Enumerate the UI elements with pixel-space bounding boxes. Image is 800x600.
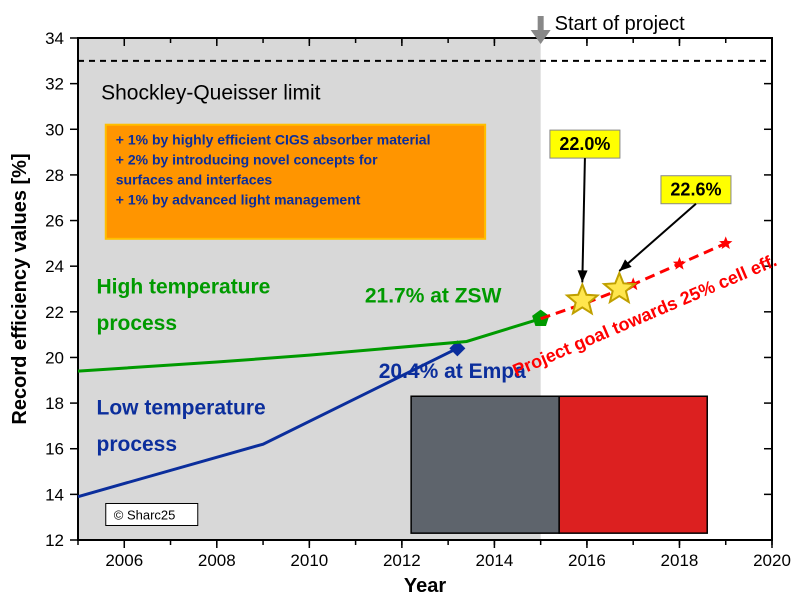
svg-text:22.0%: 22.0% [559,134,610,154]
svg-text:26: 26 [45,212,64,231]
svg-text:34: 34 [45,29,64,48]
svg-text:Project goal towards 25% cell: Project goal towards 25% cell eff. [510,250,780,380]
efficiency-chart: 20062008201020122014201620182020Year1214… [0,0,800,600]
svg-text:24: 24 [45,257,64,276]
svg-text:30: 30 [45,120,64,139]
svg-text:Record efficiency values [%]: Record efficiency values [%] [9,153,31,424]
svg-text:20: 20 [45,348,64,367]
svg-text:2012: 2012 [383,551,421,570]
svg-text:12: 12 [45,531,64,550]
svg-text:process: process [97,433,178,456]
svg-text:16: 16 [45,440,64,459]
svg-text:22: 22 [45,303,64,322]
svg-text:2010: 2010 [290,551,328,570]
inset-photo [411,396,559,533]
svg-text:2008: 2008 [198,551,236,570]
svg-text:18: 18 [45,394,64,413]
svg-text:Shockley-Queisser limit: Shockley-Queisser limit [101,82,321,105]
svg-text:process: process [97,312,178,335]
svg-text:+ 1% by advanced light managem: + 1% by advanced light management [116,192,361,208]
svg-text:Year: Year [404,575,446,597]
svg-text:Low temperature: Low temperature [97,397,266,420]
svg-text:2020: 2020 [753,551,791,570]
svg-text:Start of project: Start of project [555,13,686,35]
svg-text:2014: 2014 [475,551,513,570]
svg-text:14: 14 [45,485,64,504]
svg-text:21.7% at ZSW: 21.7% at ZSW [365,285,502,308]
svg-text:28: 28 [45,166,64,185]
svg-text:High temperature: High temperature [97,276,271,299]
svg-text:+ 1% by highly efficient CIGS: + 1% by highly efficient CIGS absorber m… [116,132,431,148]
credit: © Sharc25 [114,507,176,522]
svg-text:2016: 2016 [568,551,606,570]
milestone-star [604,273,634,302]
svg-text:2006: 2006 [105,551,143,570]
svg-text:surfaces and interfaces: surfaces and interfaces [116,172,273,188]
inset-photo [559,396,707,533]
svg-text:20.4% at Empa: 20.4% at Empa [379,360,526,383]
svg-text:22.6%: 22.6% [670,180,721,200]
svg-text:32: 32 [45,75,64,94]
svg-text:2018: 2018 [661,551,699,570]
svg-text:+ 2% by introducing novel conc: + 2% by introducing novel concepts for [116,152,378,168]
